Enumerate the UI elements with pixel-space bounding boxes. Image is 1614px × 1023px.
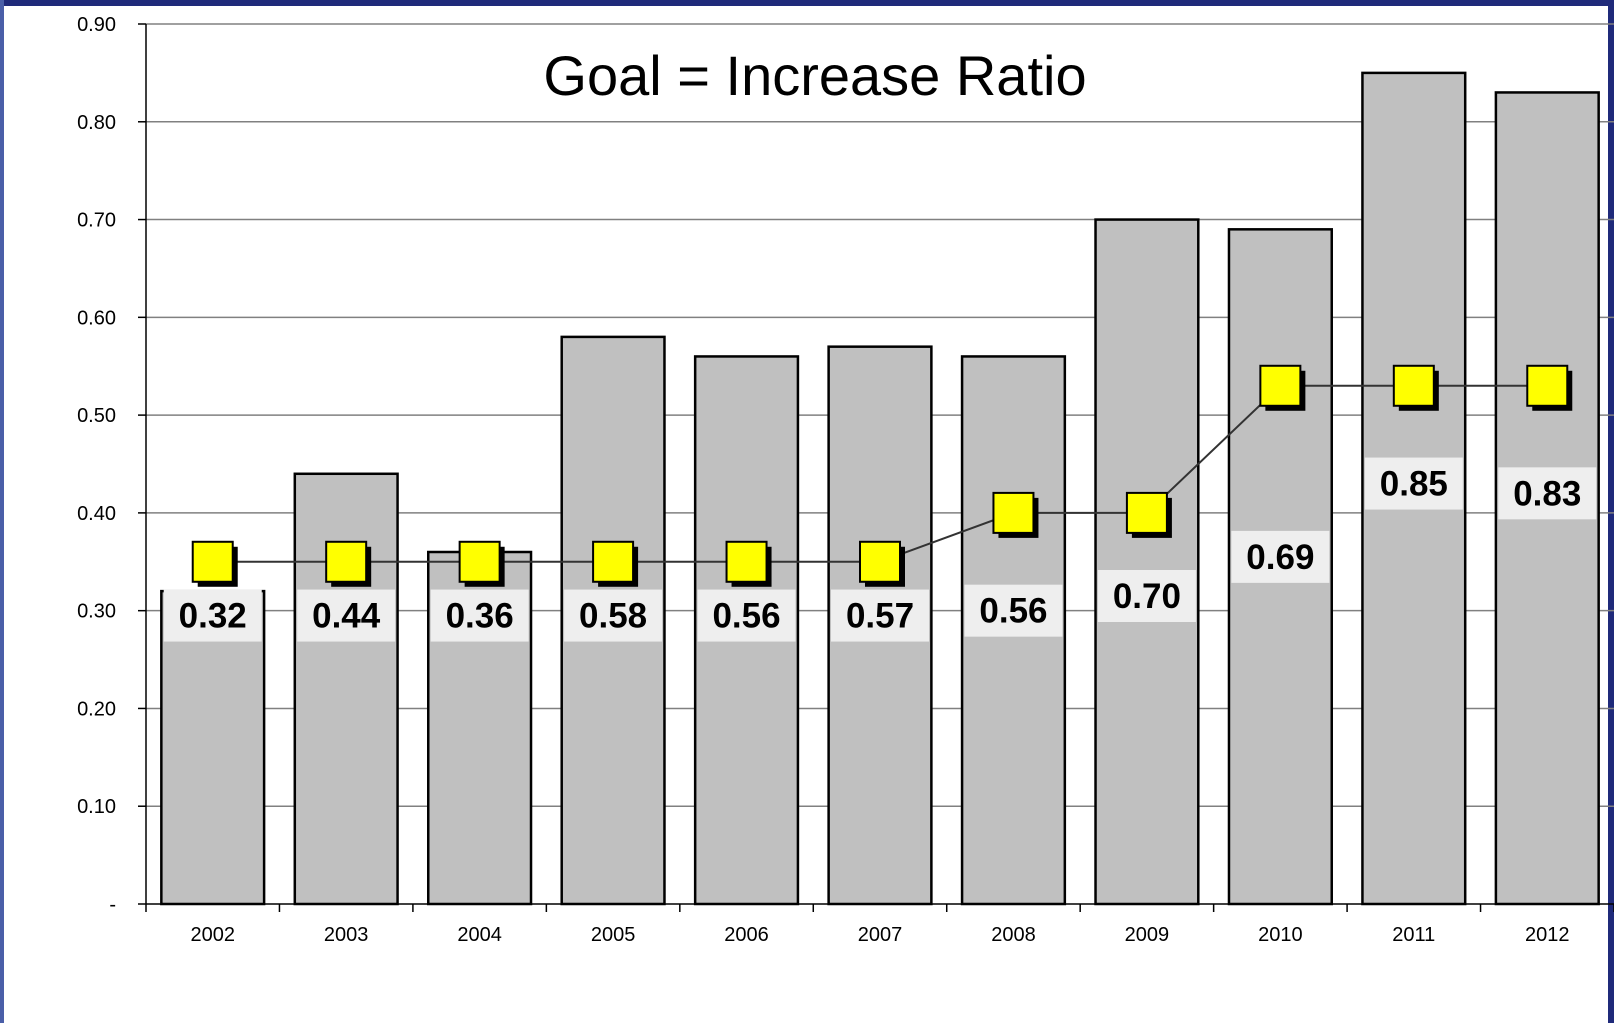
data-label-background (964, 584, 1063, 637)
x-tick-label: 2003 (324, 924, 369, 946)
goal-marker (592, 540, 635, 583)
bar (1094, 218, 1200, 906)
data-label-background (1364, 457, 1463, 510)
y-tick-label: 0.10 (77, 796, 116, 818)
bar (293, 472, 399, 906)
y-tick-label: 0.90 (77, 14, 116, 36)
data-label: 0.69 (1246, 538, 1314, 577)
data-label: 0.56 (712, 597, 780, 636)
data-label: 0.57 (846, 597, 914, 636)
data-label-background (297, 589, 396, 642)
data-label: 0.70 (1113, 577, 1181, 616)
data-label-background (564, 589, 663, 642)
chart-title: Goal = Increase Ratio (543, 44, 1086, 107)
goal-marker (191, 540, 234, 583)
goal-marker (859, 540, 901, 583)
goal-marker (992, 491, 1035, 534)
data-label-background (1231, 530, 1330, 583)
y-tick-label: - (109, 894, 116, 916)
y-tick-label: 0.40 (77, 503, 116, 525)
window-top-border (0, 0, 1614, 6)
y-tick-label: 0.30 (77, 601, 116, 623)
data-label-background (430, 589, 529, 642)
x-tick-label: 2010 (1258, 924, 1303, 946)
data-label: 0.58 (579, 597, 647, 636)
data-label: 0.83 (1513, 474, 1581, 513)
goal-marker (1125, 491, 1168, 534)
y-tick-label: 0.20 (77, 698, 116, 720)
goal-line-series (191, 364, 1573, 587)
data-label-background (1097, 570, 1196, 622)
x-tick-label: 2005 (591, 924, 636, 946)
data-label-background (1498, 467, 1597, 520)
goal-marker (325, 540, 368, 583)
x-tick-label: 2002 (190, 924, 235, 946)
data-label-background (831, 589, 929, 642)
goal-marker (1392, 364, 1435, 407)
x-tick-label: 2012 (1525, 924, 1570, 946)
data-label: 0.44 (312, 597, 381, 636)
title-group: Goal = Increase Ratio (543, 44, 1086, 107)
data-labels: 0.32 0.44 0.36 0.58 0.56 0.57 0.56 0.70 0.69 0.85… (163, 457, 1597, 642)
x-tick-label: 2009 (1125, 924, 1170, 946)
window-left-border (0, 0, 4, 1023)
x-tick-label: 2006 (724, 924, 769, 946)
goal-marker (1259, 364, 1302, 407)
y-tick-label: 0.80 (77, 112, 116, 134)
goal-marker (1526, 364, 1569, 407)
axes: - 0.10 0.20 0.30 0.40 0.50 0.60 0.70 0.80 0.90 200… (77, 14, 1614, 946)
data-label: 0.36 (446, 597, 514, 636)
x-tick-label: 2011 (1392, 924, 1435, 946)
y-tick-label: 0.60 (77, 307, 116, 329)
goal-marker (458, 540, 501, 583)
data-label-background (697, 589, 796, 642)
y-tick-label: 0.50 (77, 405, 116, 427)
y-tick-label: 0.70 (77, 210, 116, 232)
goal-marker (725, 540, 768, 583)
data-label-background (163, 589, 262, 642)
x-tick-label: 2008 (991, 924, 1036, 946)
data-label: 0.56 (979, 592, 1047, 631)
data-label: 0.85 (1380, 465, 1448, 504)
data-label: 0.32 (179, 597, 247, 636)
window-right-border (1608, 0, 1614, 1023)
x-tick-label: 2007 (858, 924, 903, 946)
x-tick-label: 2004 (457, 924, 502, 946)
